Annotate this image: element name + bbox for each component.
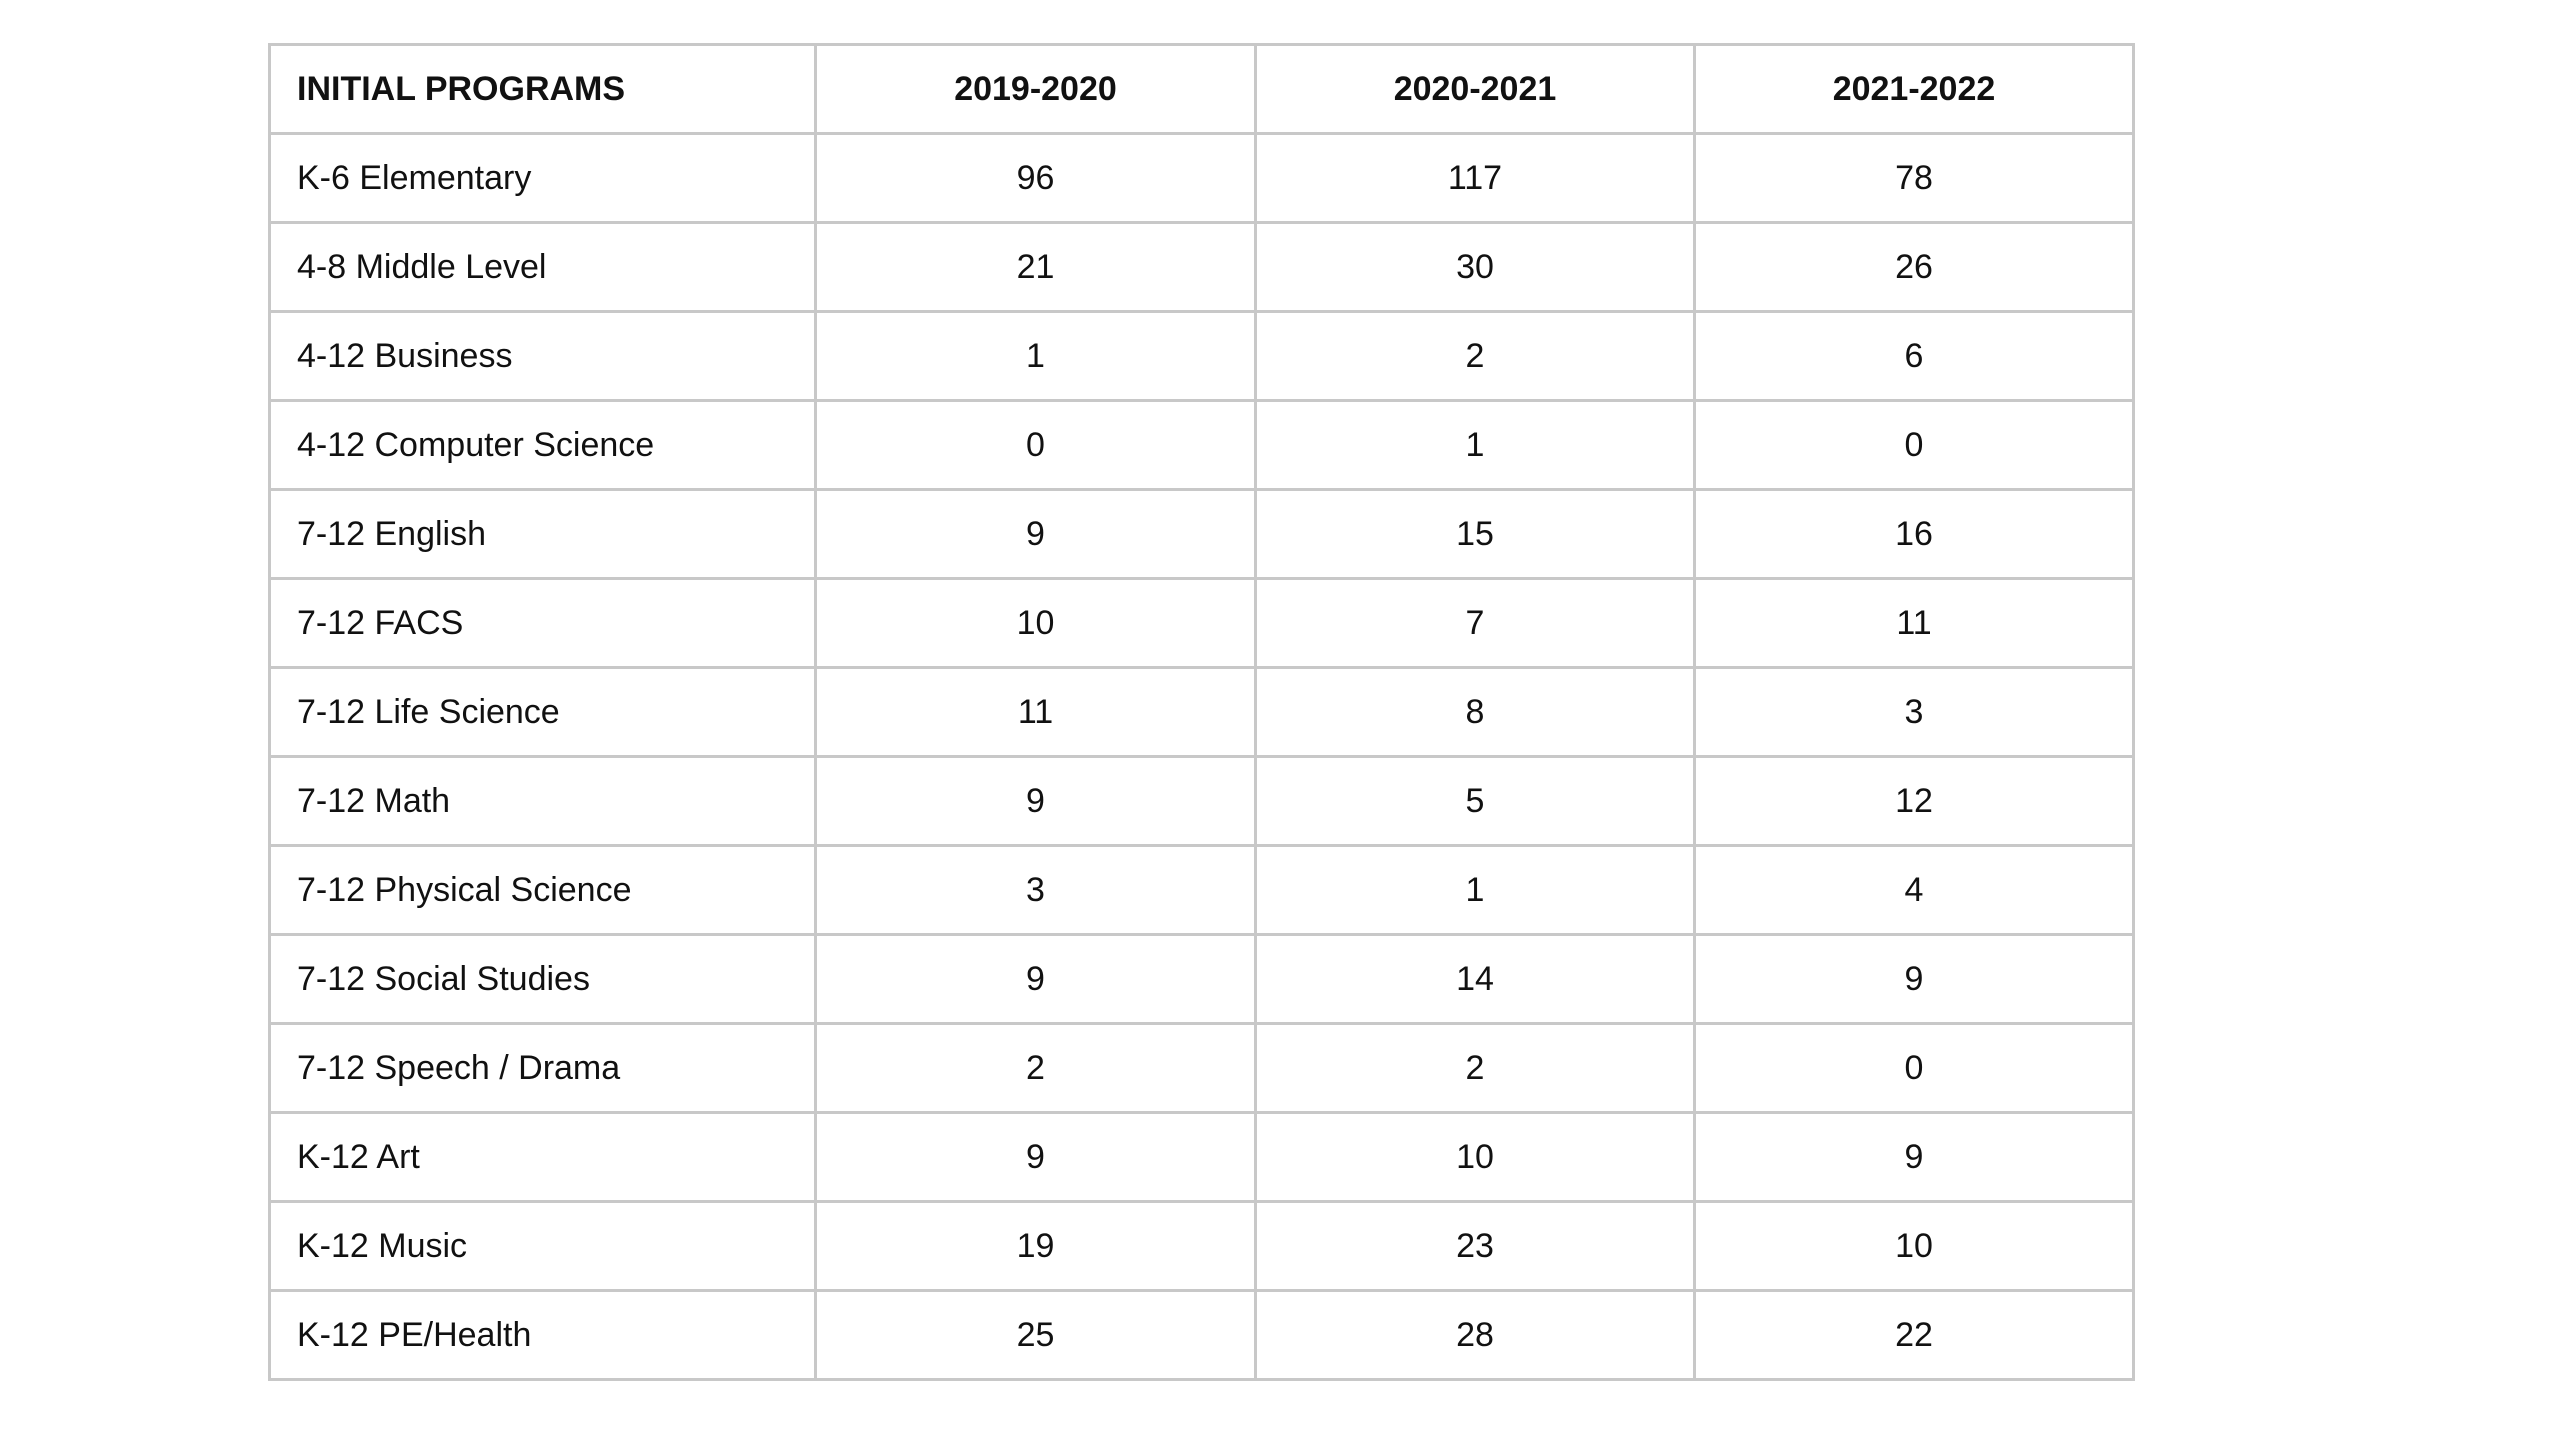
program-name-cell: 7-12 Math	[268, 755, 817, 847]
count-cell: 0	[1693, 399, 2135, 491]
program-name-cell: 7-12 FACS	[268, 577, 817, 669]
count-cell: 23	[1254, 1200, 1696, 1292]
count-cell: 3	[1693, 666, 2135, 758]
program-name-cell: 7-12 Physical Science	[268, 844, 817, 936]
count-cell: 117	[1254, 132, 1696, 224]
count-cell: 30	[1254, 221, 1696, 313]
initial-programs-table: INITIAL PROGRAMS 2019-2020 2020-2021 202…	[268, 43, 2135, 1381]
count-cell: 25	[814, 1289, 1257, 1381]
program-name-cell: 4-8 Middle Level	[268, 221, 817, 313]
count-cell: 21	[814, 221, 1257, 313]
count-cell: 10	[814, 577, 1257, 669]
count-cell: 10	[1254, 1111, 1696, 1203]
count-cell: 9	[814, 1111, 1257, 1203]
count-cell: 9	[814, 933, 1257, 1025]
table-row: 7-12 Speech / Drama 2 2 0	[268, 1022, 2135, 1114]
header-year-2021-2022: 2021-2022	[1693, 43, 2135, 135]
program-name-cell: K-12 Art	[268, 1111, 817, 1203]
count-cell: 0	[814, 399, 1257, 491]
program-name-cell: 7-12 Life Science	[268, 666, 817, 758]
header-year-2019-2020: 2019-2020	[814, 43, 1257, 135]
count-cell: 6	[1693, 310, 2135, 402]
count-cell: 11	[1693, 577, 2135, 669]
count-cell: 4	[1693, 844, 2135, 936]
count-cell: 10	[1693, 1200, 2135, 1292]
count-cell: 15	[1254, 488, 1696, 580]
count-cell: 8	[1254, 666, 1696, 758]
program-name-cell: 7-12 Speech / Drama	[268, 1022, 817, 1114]
table-row: 4-12 Business 1 2 6	[268, 310, 2135, 402]
program-name-cell: K-6 Elementary	[268, 132, 817, 224]
count-cell: 3	[814, 844, 1257, 936]
count-cell: 2	[1254, 1022, 1696, 1114]
count-cell: 28	[1254, 1289, 1696, 1381]
count-cell: 26	[1693, 221, 2135, 313]
count-cell: 1	[1254, 399, 1696, 491]
program-name-cell: 4-12 Business	[268, 310, 817, 402]
table-row: 7-12 English 9 15 16	[268, 488, 2135, 580]
count-cell: 22	[1693, 1289, 2135, 1381]
count-cell: 9	[814, 755, 1257, 847]
count-cell: 19	[814, 1200, 1257, 1292]
count-cell: 9	[1693, 933, 2135, 1025]
table-row: 4-12 Computer Science 0 1 0	[268, 399, 2135, 491]
table-header-row: INITIAL PROGRAMS 2019-2020 2020-2021 202…	[268, 43, 2135, 135]
program-name-cell: 7-12 Social Studies	[268, 933, 817, 1025]
table-row: 7-12 Math 9 5 12	[268, 755, 2135, 847]
table-row: K-12 Music 19 23 10	[268, 1200, 2135, 1292]
count-cell: 0	[1693, 1022, 2135, 1114]
count-cell: 9	[1693, 1111, 2135, 1203]
count-cell: 7	[1254, 577, 1696, 669]
count-cell: 5	[1254, 755, 1696, 847]
count-cell: 1	[1254, 844, 1696, 936]
count-cell: 2	[1254, 310, 1696, 402]
table-row: K-12 PE/Health 25 28 22	[268, 1289, 2135, 1381]
table-row: 7-12 Physical Science 3 1 4	[268, 844, 2135, 936]
program-name-cell: K-12 PE/Health	[268, 1289, 817, 1381]
count-cell: 96	[814, 132, 1257, 224]
count-cell: 9	[814, 488, 1257, 580]
count-cell: 2	[814, 1022, 1257, 1114]
table-row: 7-12 Life Science 11 8 3	[268, 666, 2135, 758]
count-cell: 1	[814, 310, 1257, 402]
table-row: 4-8 Middle Level 21 30 26	[268, 221, 2135, 313]
count-cell: 16	[1693, 488, 2135, 580]
count-cell: 14	[1254, 933, 1696, 1025]
header-year-2020-2021: 2020-2021	[1254, 43, 1696, 135]
count-cell: 11	[814, 666, 1257, 758]
table-row: K-6 Elementary 96 117 78	[268, 132, 2135, 224]
programs-table-container: INITIAL PROGRAMS 2019-2020 2020-2021 202…	[268, 43, 2135, 1381]
table-row: 7-12 Social Studies 9 14 9	[268, 933, 2135, 1025]
program-name-cell: K-12 Music	[268, 1200, 817, 1292]
count-cell: 78	[1693, 132, 2135, 224]
table-row: K-12 Art 9 10 9	[268, 1111, 2135, 1203]
count-cell: 12	[1693, 755, 2135, 847]
program-name-cell: 7-12 English	[268, 488, 817, 580]
program-name-cell: 4-12 Computer Science	[268, 399, 817, 491]
header-initial-programs: INITIAL PROGRAMS	[268, 43, 817, 135]
table-row: 7-12 FACS 10 7 11	[268, 577, 2135, 669]
